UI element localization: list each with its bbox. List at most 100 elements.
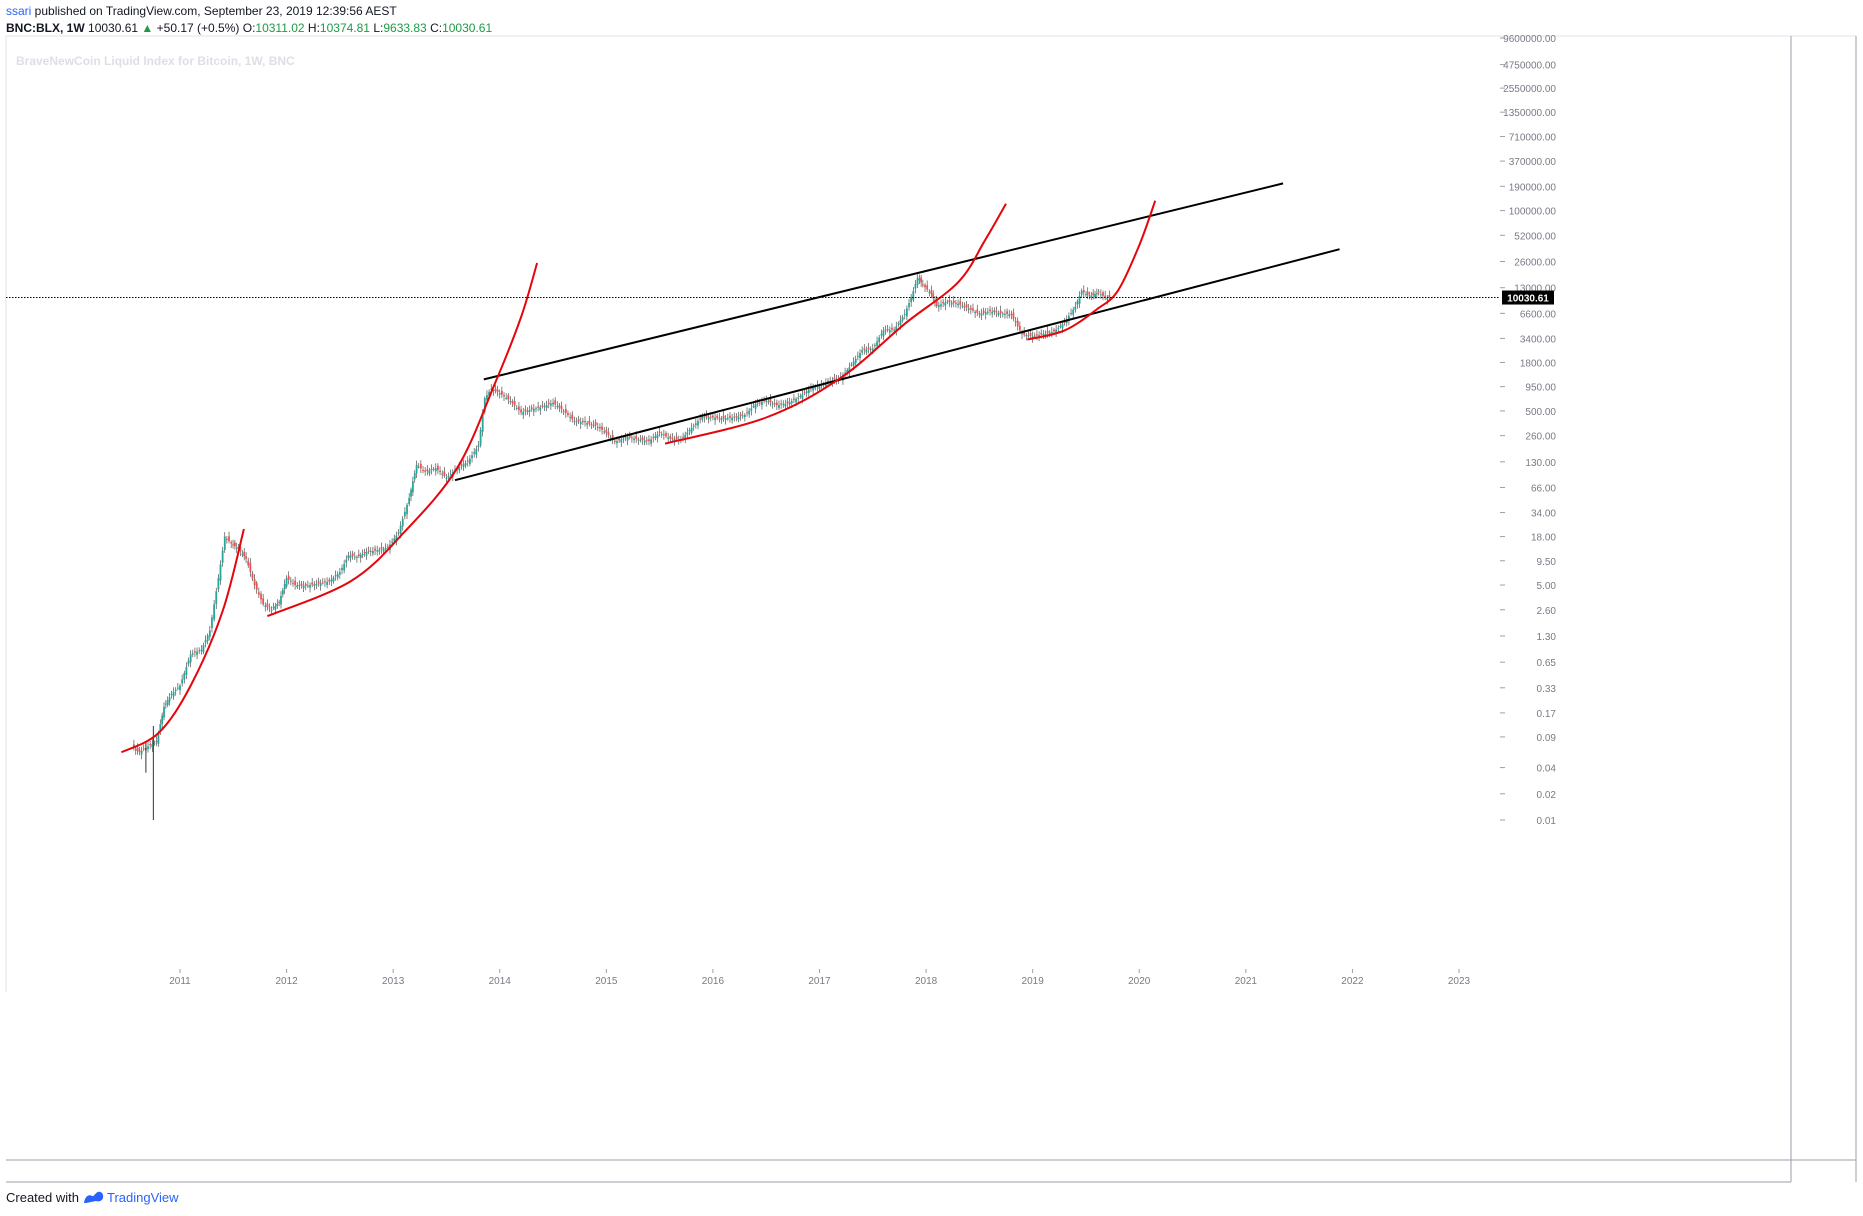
price-tick-label: 2550000.00 xyxy=(1503,84,1556,95)
candle-body xyxy=(272,607,275,609)
candle-body xyxy=(509,400,512,402)
candle-body xyxy=(535,408,537,410)
close-value: 10030.61 xyxy=(442,21,493,35)
candle-body xyxy=(930,290,933,295)
candle-body xyxy=(406,504,408,515)
candle-body xyxy=(720,418,723,421)
candle-body xyxy=(334,575,337,577)
candle-body xyxy=(620,439,623,443)
candle-body xyxy=(571,414,574,420)
price-tick-label: 0.33 xyxy=(1537,684,1557,695)
candle-body xyxy=(251,573,254,579)
candle-body xyxy=(276,603,279,606)
candle-body xyxy=(722,415,725,419)
tradingview-link[interactable]: TradingView xyxy=(106,1190,179,1205)
candle-body xyxy=(369,551,372,553)
candle-body xyxy=(797,397,800,399)
candle-body xyxy=(215,591,218,605)
candle-body xyxy=(249,562,252,572)
channel-upper xyxy=(483,182,1284,381)
candle-body xyxy=(283,584,286,590)
candle-body xyxy=(228,536,230,542)
candle-body xyxy=(976,309,979,313)
candle-body xyxy=(652,437,655,439)
candle-body xyxy=(138,750,141,753)
candle-body xyxy=(888,329,891,333)
candle-body xyxy=(1027,335,1030,337)
candle-body xyxy=(408,497,411,505)
ohlc-legend: BNC:BLX, 1W 10030.61 ▲ +50.17 (+0.5%) O:… xyxy=(6,21,492,35)
candle-body xyxy=(746,412,748,414)
price-tick-label: 4750000.00 xyxy=(1503,61,1556,72)
candle-body xyxy=(1010,314,1013,316)
candle-body xyxy=(281,590,284,595)
candle-body xyxy=(560,406,563,410)
candle-body xyxy=(733,416,736,418)
candle-body xyxy=(1104,295,1107,298)
candle-body xyxy=(569,416,571,418)
time-tick-label: 2015 xyxy=(595,976,618,987)
candle-body xyxy=(378,549,381,552)
candle-body xyxy=(586,422,589,425)
last-price-label: 10030.61 xyxy=(1507,294,1549,305)
candle-body xyxy=(401,518,404,527)
candle-body xyxy=(684,434,687,440)
candle-body xyxy=(376,550,379,552)
candle-body xyxy=(769,398,772,403)
candle-body xyxy=(1078,296,1081,304)
candle-body xyxy=(183,673,186,680)
price-tick-label: 0.09 xyxy=(1537,733,1557,744)
candle-body xyxy=(982,310,985,313)
candle-body xyxy=(157,732,160,744)
author-link[interactable]: ssari xyxy=(6,4,32,18)
candle-body xyxy=(967,308,970,310)
candle-body xyxy=(690,427,693,433)
candle-body xyxy=(1006,311,1008,315)
candle-body xyxy=(628,435,631,438)
candle-body xyxy=(609,437,612,439)
candle-body xyxy=(1040,333,1043,335)
candle-body xyxy=(449,474,452,476)
candle-body xyxy=(164,703,167,705)
candle-body xyxy=(185,666,188,675)
candle-body xyxy=(511,401,514,404)
candle-body xyxy=(336,574,339,578)
candle-body xyxy=(812,388,815,391)
candle-body xyxy=(854,358,857,363)
candle-body xyxy=(577,419,580,422)
candle-body xyxy=(993,310,996,313)
candle-body xyxy=(187,660,190,665)
candle-body xyxy=(1095,293,1098,295)
candle-body xyxy=(1085,294,1087,296)
candle-body xyxy=(245,556,247,559)
candle-body xyxy=(926,285,929,290)
price-tick-label: 710000.00 xyxy=(1509,132,1557,143)
candle-body xyxy=(547,402,550,405)
candle-body xyxy=(1050,331,1053,334)
candle-body xyxy=(522,411,525,415)
candle-body xyxy=(920,277,923,283)
candle-body xyxy=(247,560,250,566)
candle-body xyxy=(515,407,518,409)
candle-body xyxy=(213,604,216,620)
candle-body xyxy=(767,401,770,403)
price-tick-label: 9.50 xyxy=(1537,557,1557,568)
candle-body xyxy=(750,408,753,411)
candle-body xyxy=(601,426,603,430)
candle-body xyxy=(940,304,942,307)
candle-body xyxy=(1036,334,1038,336)
candle-body xyxy=(709,416,712,418)
tradingview-logo-icon[interactable] xyxy=(83,1191,105,1208)
candle-body xyxy=(650,439,652,444)
price-tick-label: 0.02 xyxy=(1537,790,1557,801)
candle-body xyxy=(285,578,288,587)
candle-body xyxy=(266,603,269,608)
candle-body xyxy=(332,577,335,582)
candle-body xyxy=(204,640,207,643)
candle-body xyxy=(833,377,836,380)
price-tick-label: 3400.00 xyxy=(1520,334,1557,345)
parabolic-curve xyxy=(120,528,245,754)
candle-body xyxy=(978,313,981,315)
candle-body xyxy=(1029,332,1032,336)
